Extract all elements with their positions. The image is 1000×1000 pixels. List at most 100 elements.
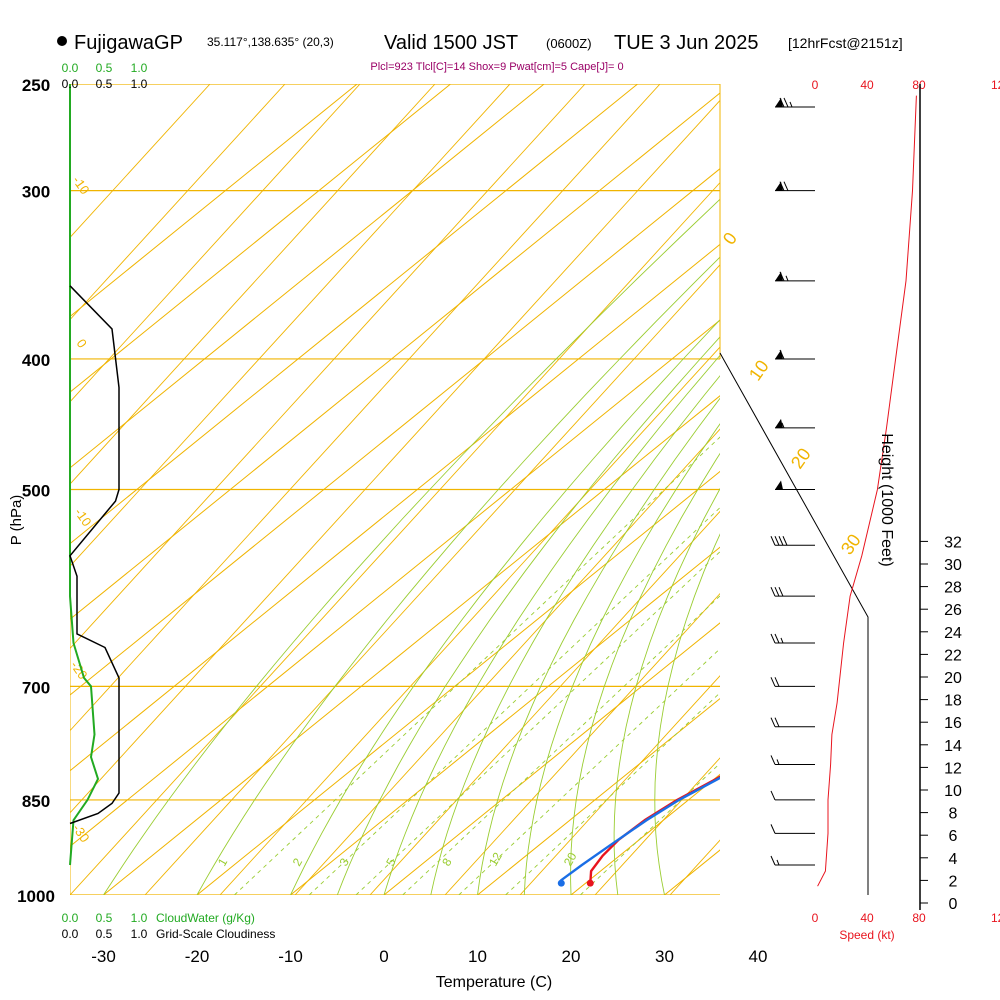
wind-barb xyxy=(770,633,815,644)
height-tick-label: 6 xyxy=(949,828,958,845)
isotherm--30 xyxy=(103,395,720,895)
wind-barb xyxy=(775,349,815,360)
cloudwater-tick-top: 0.5 xyxy=(96,61,113,75)
cloudwater-tick-bottom: 0.0 xyxy=(62,911,79,925)
left-isotherm-label: 0 xyxy=(74,336,90,351)
adiabat-line xyxy=(70,84,661,732)
mixing-ratio-line xyxy=(580,762,720,895)
mixing-ratio-label: 8 xyxy=(439,855,455,868)
mixing-ratio-line xyxy=(308,507,720,895)
isotherm--100 xyxy=(70,84,451,393)
speed-tick-bottom: 120 xyxy=(991,911,1000,925)
mixing-ratio-label: 2 xyxy=(290,855,306,868)
height-tick-label: 18 xyxy=(944,693,962,710)
temp-tick: 20 xyxy=(562,947,581,966)
height-tick-label: 14 xyxy=(944,738,962,755)
adiabat-line xyxy=(970,84,1000,895)
isotherm-label-30: 30 xyxy=(837,530,865,558)
pressure-axis: 250 300 400 500 700 850 1000 xyxy=(17,76,55,906)
isotherm-label-10: 10 xyxy=(745,356,773,384)
wind-barb xyxy=(775,181,815,192)
adiabat-line xyxy=(219,346,720,895)
wind-barb-flag xyxy=(770,855,776,866)
wind-barb-pennant xyxy=(775,418,783,428)
isotherm--70 xyxy=(70,92,720,620)
temperature-axis: -30 -20 -10 0 10 20 30 40 xyxy=(91,947,767,966)
adiabat-line xyxy=(369,510,720,895)
wind-panel: 0040408080120120024681012141618202224262… xyxy=(770,78,1000,925)
isotherm-label-20: 20 xyxy=(787,444,815,472)
temperature-surface-point xyxy=(586,879,594,887)
adiabat-line xyxy=(70,84,511,567)
cloudiness-tick-bottom: 1.0 xyxy=(131,927,148,941)
adiabat-line xyxy=(70,84,586,650)
mixing-ratio-label: 12 xyxy=(486,850,505,869)
temp-tick: 30 xyxy=(655,947,674,966)
temp-tick: 0 xyxy=(379,947,388,966)
isotherm--80 xyxy=(70,84,638,545)
temp-tick: -10 xyxy=(278,947,303,966)
cloudiness-tick-bottom: 0.0 xyxy=(62,927,79,941)
mixing-ratio-label: 1 xyxy=(215,855,231,868)
isotherm--110 xyxy=(70,84,358,318)
valid-time-z: (0600Z) xyxy=(546,36,592,51)
wind-barb xyxy=(770,677,815,687)
moist-adiabat xyxy=(477,397,720,895)
skew-boundary xyxy=(719,352,869,895)
cloudwater-tick-top: 0.0 xyxy=(62,61,79,75)
mixing-ratio-line xyxy=(458,648,720,895)
x-axis-label: Temperature (C) xyxy=(436,974,552,991)
height-tick-label: 20 xyxy=(944,670,962,687)
cloud-ticks: 0.0 0.0 0.5 0.5 1.0 1.0 0.0 0.0 0.5 0.5 1.0 1.0 xyxy=(62,61,148,941)
cloudwater-tick-bottom: 0.5 xyxy=(96,911,113,925)
wind-barb-flag xyxy=(779,181,785,191)
pressure-tick-250: 250 xyxy=(22,76,50,95)
isotherm-0 xyxy=(383,622,720,895)
wind-barb xyxy=(775,271,815,282)
wind-barb-flag xyxy=(779,271,785,282)
pressure-tick-850: 850 xyxy=(22,792,50,811)
wind-barb xyxy=(770,586,815,597)
wind-barb-flag xyxy=(770,755,776,765)
adiabat-line xyxy=(70,84,361,403)
height-tick-label: 28 xyxy=(944,580,962,597)
wind-barb-half-flag xyxy=(776,859,780,866)
mixing-ratio-line xyxy=(505,692,720,895)
profiles xyxy=(557,775,720,887)
wind-barb xyxy=(775,418,815,429)
speed-tick-bottom: 0 xyxy=(812,911,819,925)
wind-barb-half-flag xyxy=(776,759,780,765)
dewpoint-line xyxy=(560,776,720,884)
adiabat-line xyxy=(144,264,720,895)
pressure-tick-300: 300 xyxy=(22,183,50,202)
isotherm-50 xyxy=(852,84,1000,895)
height-tick-label: 8 xyxy=(949,806,958,823)
pressure-tick-700: 700 xyxy=(22,678,50,697)
plot-grid xyxy=(70,84,1000,895)
speed-tick-top: 120 xyxy=(991,78,1000,92)
dewpoint-surface-point xyxy=(557,879,565,887)
speed-tick-top: 0 xyxy=(812,78,819,92)
mixing-ratio-line xyxy=(355,551,720,895)
adiabat-line xyxy=(70,84,286,321)
cloudiness-tick-top: 0.5 xyxy=(96,77,113,91)
wind-barb-flag xyxy=(770,677,776,687)
adiabat-line xyxy=(70,181,720,895)
moist-adiabat xyxy=(383,354,720,895)
valid-date: TUE 3 Jun 2025 xyxy=(614,32,759,54)
wind-barb xyxy=(775,97,815,108)
moist-adiabat xyxy=(613,487,720,895)
wind-barb xyxy=(775,480,815,490)
wind-barb-half-flag xyxy=(789,101,793,108)
isotherm--10 xyxy=(290,546,720,895)
height-tick-label: 26 xyxy=(944,602,962,619)
wind-barb-flag xyxy=(779,349,785,360)
speed-axis-label: Speed (kt) xyxy=(839,928,894,942)
adiabat-line xyxy=(70,84,211,239)
wind-barb-flag xyxy=(770,790,776,801)
wind-barb-flag xyxy=(770,717,776,727)
wind-barb-flag xyxy=(774,677,780,687)
cloudwater-tick-top: 1.0 xyxy=(131,61,148,75)
